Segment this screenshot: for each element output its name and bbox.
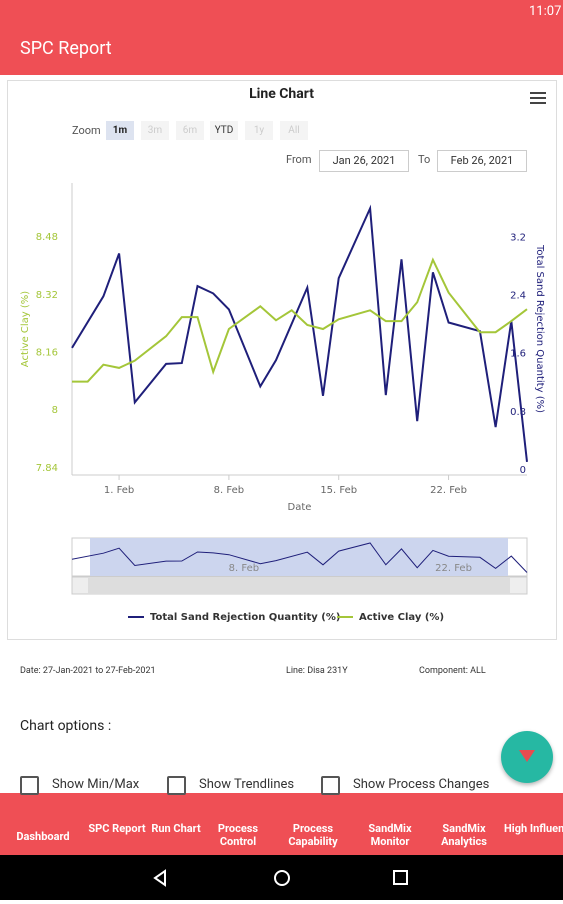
app-title: SPC Report bbox=[20, 38, 112, 59]
y2-tick-label: 3.2 bbox=[510, 232, 526, 243]
nav-item[interactable]: Dashboard bbox=[16, 830, 70, 843]
nav-item[interactable]: Process Control bbox=[217, 822, 259, 848]
from-date[interactable]: Jan 26, 2021 bbox=[319, 150, 409, 172]
navigator-line bbox=[71, 542, 528, 573]
scrollbar-thumb bbox=[88, 578, 510, 593]
system-icons bbox=[153, 869, 408, 887]
from-label: From bbox=[286, 153, 312, 166]
nav-item[interactable]: SandMix Monitor bbox=[368, 822, 412, 848]
zoom-button[interactable]: All bbox=[280, 121, 308, 140]
checkbox[interactable] bbox=[20, 776, 39, 795]
x-axis-label: Date bbox=[288, 502, 312, 513]
info-date: Date: 27-Jan-2021 to 27-Feb-2021 bbox=[20, 666, 156, 676]
checkbox-label: Show Min/Max bbox=[52, 777, 140, 792]
nav-item[interactable]: SandMix Analytics bbox=[441, 822, 487, 848]
y-axis-label: Active Clay (%) bbox=[20, 291, 31, 368]
x-tick-label: 15. Feb bbox=[320, 485, 357, 496]
y-tick-label: 8.48 bbox=[36, 232, 58, 243]
info-line: Line: Disa 231Y bbox=[286, 666, 348, 676]
checkbox[interactable] bbox=[321, 776, 340, 795]
legend-label: Active Clay (%) bbox=[359, 612, 444, 623]
y-tick-label: 8 bbox=[52, 405, 58, 416]
series-line bbox=[72, 257, 528, 383]
chart-title: Line Chart bbox=[249, 86, 314, 102]
to-date[interactable]: Feb 26, 2021 bbox=[437, 150, 527, 172]
navigator-label: 22. Feb bbox=[435, 563, 472, 574]
x-tick-label: 1. Feb bbox=[104, 485, 134, 496]
chart: 7.84 8 8.16 8.32 8.48 0 0.8 1.6 2.4 3.2 1. Feb 8. F… bbox=[20, 183, 545, 623]
y2-axis-label: Total Sand Rejection Quantity (%) bbox=[534, 244, 545, 413]
navigator-label: 8. Feb bbox=[229, 563, 259, 574]
zoom-button[interactable]: 6m bbox=[176, 121, 204, 140]
options-title: Chart options : bbox=[20, 718, 112, 734]
legend-label: Total Sand Rejection Quantity (%) bbox=[150, 612, 340, 623]
nav-item[interactable]: SPC Report bbox=[88, 822, 146, 835]
nav-item[interactable]: Process Capability bbox=[288, 822, 338, 848]
info-component: Component: ALL bbox=[419, 666, 486, 676]
clock: 11:07 bbox=[529, 4, 562, 19]
zoom-label: Zoom bbox=[72, 124, 101, 137]
app-bar bbox=[0, 0, 563, 75]
y2-tick-label: 1.6 bbox=[510, 349, 526, 360]
zoom-button[interactable]: 3m bbox=[141, 121, 169, 140]
checkbox-label: Show Trendlines bbox=[199, 777, 295, 792]
x-tick-label: 22. Feb bbox=[430, 485, 467, 496]
system-nav bbox=[0, 855, 563, 900]
nav-item[interactable]: Run Chart bbox=[151, 822, 201, 835]
nav-item[interactable]: High Influence bbox=[504, 822, 563, 835]
zoom-button[interactable]: 1y bbox=[245, 121, 273, 140]
y2-tick-label: 0 bbox=[520, 465, 526, 476]
y-tick-label: 7.84 bbox=[36, 463, 58, 474]
bottom-nav bbox=[0, 793, 563, 855]
zoom-button[interactable]: YTD bbox=[210, 121, 238, 140]
navigator-selection bbox=[90, 538, 508, 576]
filter-fab[interactable] bbox=[501, 731, 553, 783]
to-label: To bbox=[418, 153, 431, 166]
checkbox-label: Show Process Changes bbox=[353, 777, 490, 792]
y-tick-label: 8.16 bbox=[36, 347, 58, 358]
menu-icon[interactable] bbox=[530, 92, 546, 104]
zoom-button[interactable]: 1m bbox=[106, 121, 134, 140]
y-tick-label: 8.32 bbox=[36, 290, 58, 301]
checkbox[interactable] bbox=[167, 776, 186, 795]
y2-tick-label: 2.4 bbox=[510, 291, 526, 302]
x-tick-label: 8. Feb bbox=[214, 485, 244, 496]
series-line bbox=[71, 204, 528, 463]
y2-tick-label: 0.8 bbox=[510, 407, 526, 418]
